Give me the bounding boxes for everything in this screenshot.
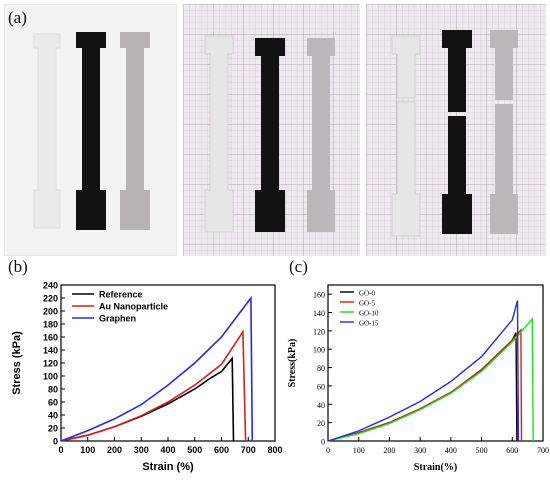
black-specimen [255, 38, 285, 232]
legend-entry: GO-5 [359, 300, 375, 308]
series-line-go-15 [327, 300, 520, 442]
y-tick-label: 200 [43, 307, 58, 317]
x-axis-label: Strain (%) [142, 461, 194, 473]
x-tick-label: 100 [80, 445, 95, 455]
mold-photo-drawing [4, 4, 177, 256]
plot-frame [327, 284, 544, 442]
before-test-photo-drawing [183, 4, 360, 256]
chart-c: 0 100 200 300 400 500 600 700 0 20 40 60 80 100 120 140… [282, 262, 550, 481]
y-tick-label: 140 [43, 346, 58, 356]
after-test-photo-drawing [366, 4, 546, 256]
legend-entry: Graphen [99, 314, 136, 324]
photo-before-test [183, 4, 360, 256]
chart-c-svg: 0 100 200 300 400 500 600 700 0 20 40 60 80 100 120 140… [287, 284, 549, 473]
y-tick-label: 60 [48, 398, 58, 408]
x-tick-label: 700 [241, 445, 256, 455]
legend-entry: GO-15 [359, 320, 379, 328]
x-tick-label: 300 [134, 445, 149, 455]
y-tick-label: 100 [43, 372, 58, 382]
y-tick-label: 20 [48, 424, 58, 434]
clear-specimen [204, 35, 234, 233]
y-tick-label: 60 [317, 382, 325, 391]
x-tick-label: 200 [107, 445, 122, 455]
broken-clear-specimen-top [391, 35, 421, 99]
broken-grey-specimen-top [490, 30, 518, 100]
grey-specimen [120, 32, 150, 230]
y-tick-label: 120 [43, 359, 58, 369]
y-tick-label: 220 [43, 294, 58, 304]
broken-clear-specimen-bottom [391, 101, 421, 237]
y-tick-label: 240 [43, 281, 58, 291]
x-tick-label: 100 [353, 446, 365, 455]
broken-black-specimen-top [442, 30, 472, 112]
x-tick-label: 400 [160, 445, 175, 455]
legend-entry: GO-0 [359, 290, 375, 298]
y-tick-label: 160 [313, 291, 325, 300]
x-tick-label: 600 [214, 445, 229, 455]
y-tick-label: 160 [43, 333, 58, 343]
chart-b-svg: 0 100 200 300 400 500 600 700 800 0 20 40 60 80 100 120… [11, 281, 282, 474]
x-tick-label: 300 [414, 446, 426, 455]
y-tick-label: 0 [321, 438, 325, 447]
y-axis-label: Stress (kPa) [11, 331, 23, 395]
y-tick-label: 100 [313, 346, 325, 355]
x-tick-label: 500 [476, 446, 488, 455]
y-tick-label: 40 [317, 401, 325, 410]
x-tick-label: 700 [537, 446, 549, 455]
panel-label-a: (a) [8, 8, 27, 27]
y-tick-label: 80 [48, 385, 58, 395]
y-axis-label: Stress(kPa) [287, 339, 298, 388]
series-line-graphen [60, 295, 254, 442]
clear-specimen-cavity [33, 33, 61, 229]
x-tick-label: 0 [58, 445, 63, 455]
y-tick-label: 20 [317, 419, 325, 428]
photo-mold [4, 4, 177, 256]
x-tick-label: 800 [267, 445, 282, 455]
x-tick-label: 500 [187, 445, 202, 455]
x-tick-label: 200 [383, 446, 395, 455]
legend-entry: Reference [99, 290, 143, 300]
series-line-go-5 [327, 328, 523, 442]
y-tick-label: 180 [43, 320, 58, 330]
x-axis-label: Strain(%) [414, 462, 457, 473]
x-tick-label: 600 [506, 446, 518, 455]
broken-grey-specimen-bottom [490, 104, 518, 234]
y-tick-label: 40 [48, 411, 58, 421]
x-tick-label: 0 [326, 446, 330, 455]
grey-specimen [307, 38, 335, 232]
black-specimen [76, 32, 106, 230]
series-line-go-10 [327, 317, 534, 442]
y-tick-label: 80 [317, 364, 325, 373]
y-tick-label: 0 [53, 437, 58, 447]
y-tick-label: 140 [313, 309, 325, 318]
series-line-au-nanoparticle [60, 329, 247, 442]
broken-black-specimen-bottom [442, 116, 472, 234]
y-tick-label: 120 [313, 327, 325, 336]
legend-entry: Au Nanoparticle [99, 302, 168, 312]
legend-entry: GO-10 [359, 310, 379, 318]
x-tick-label: 400 [445, 446, 457, 455]
photo-after-test [366, 4, 546, 256]
panel-label-b: (b) [8, 257, 28, 276]
chart-b: 0 100 200 300 400 500 600 700 800 0 20 40 60 80 100 120… [0, 262, 282, 481]
panel-label-c: (c) [289, 257, 308, 276]
